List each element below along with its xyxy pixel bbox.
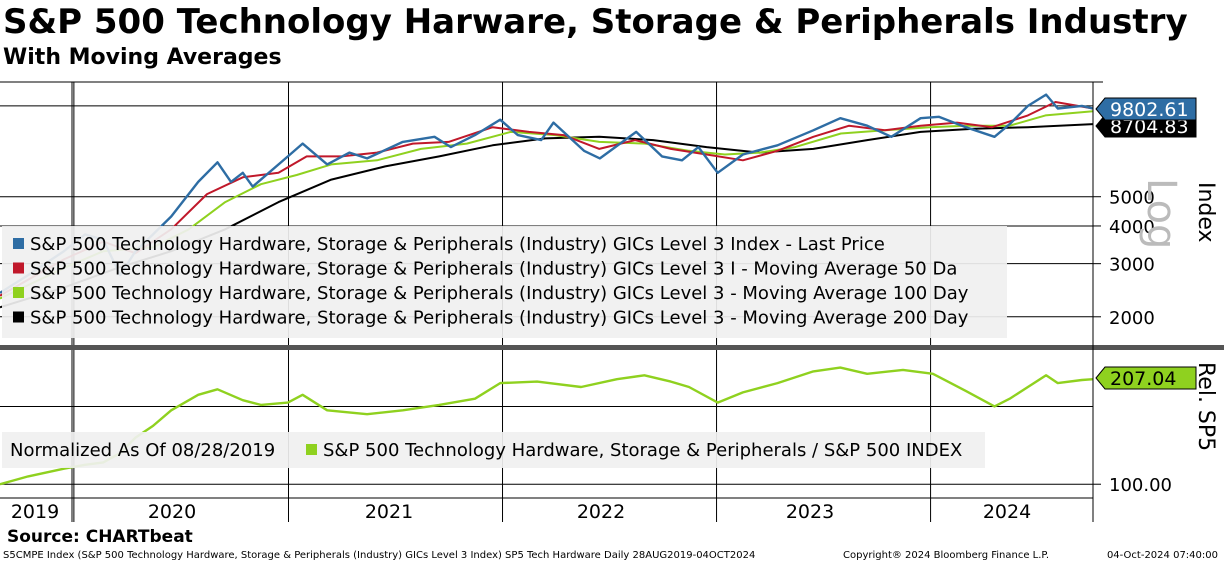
- legend-swatch: [13, 311, 24, 323]
- legend-background: [2, 432, 985, 468]
- legend-label: S&P 500 Technology Hardware, Storage & P…: [30, 308, 969, 329]
- source-label: Source: CHARTbeat: [7, 527, 193, 547]
- legend-label: S&P 500 Technology Hardware, Storage & P…: [30, 283, 969, 304]
- chart-subtitle: With Moving Averages: [3, 45, 282, 70]
- legend-swatch: [306, 444, 317, 455]
- legend-label: S&P 500 Technology Hardware, Storage & P…: [30, 234, 885, 255]
- last-value-label-ma200: 8704.83: [1110, 116, 1189, 138]
- lower-panel-series: [0, 366, 1094, 486]
- last-value-label-price-box: [1095, 97, 1197, 121]
- footer-description: S5CMPE Index (S&P 500 Technology Hardwar…: [3, 550, 756, 561]
- y-axis-title: Index: [1193, 182, 1218, 243]
- y-tick-label: 3000: [1109, 255, 1155, 276]
- log-scale-watermark: Log: [1138, 178, 1184, 249]
- upper-panel-series: [0, 93, 1094, 309]
- series-line-ma50: [0, 101, 1094, 297]
- legend-lower: Normalized As Of 08/28/2019 S&P 500 Techn…: [2, 432, 985, 468]
- axes: 2000 3000 4000 5000 100.00 Index Rel. SP5 Log 20…: [0, 81, 1224, 523]
- legend-swatch: [13, 262, 24, 274]
- series-line-rel: [0, 366, 1094, 486]
- footer-copyright: Copyright® 2024 Bloomberg Finance L.P.: [843, 550, 1050, 561]
- x-tick-label: 2023: [786, 501, 834, 523]
- last-value-label-rel-box: [1095, 366, 1197, 390]
- footer-timestamp: 04-Oct-2024 07:40:00: [1106, 550, 1218, 561]
- legend-swatch: [13, 287, 24, 298]
- x-tick-label: 2024: [983, 501, 1031, 523]
- x-tick-label: 2019: [11, 501, 59, 523]
- legend-label: S&P 500 Technology Hardware, Storage & P…: [30, 259, 957, 280]
- x-tick-label: 2021: [365, 501, 413, 523]
- y-tick-label: 100.00: [1109, 475, 1172, 496]
- legend-swatch: [13, 238, 24, 249]
- legend-label: S&P 500 Technology Hardware, Storage & P…: [323, 440, 962, 461]
- series-line-price: [0, 93, 1094, 294]
- chart-title: S&P 500 Technology Harware, Storage & Pe…: [3, 2, 1188, 42]
- normalized-note: Normalized As Of 08/28/2019: [10, 440, 275, 461]
- panel-divider: [0, 345, 1224, 350]
- x-tick-label: 2022: [577, 501, 625, 523]
- x-tick-label: 2020: [148, 501, 196, 523]
- last-value-label-price: 9802.61: [1110, 99, 1189, 121]
- y-axis-title: Rel. SP5: [1193, 362, 1218, 451]
- y-tick-label: 5000: [1109, 188, 1155, 209]
- y-tick-label: 4000: [1109, 217, 1155, 238]
- y-tick-label: 2000: [1109, 308, 1155, 329]
- legend-upper: S&P 500 Technology Hardware, Storage & P…: [2, 226, 1007, 338]
- legend-background: [2, 226, 1007, 338]
- last-value-label-rel: 207.04: [1110, 368, 1176, 390]
